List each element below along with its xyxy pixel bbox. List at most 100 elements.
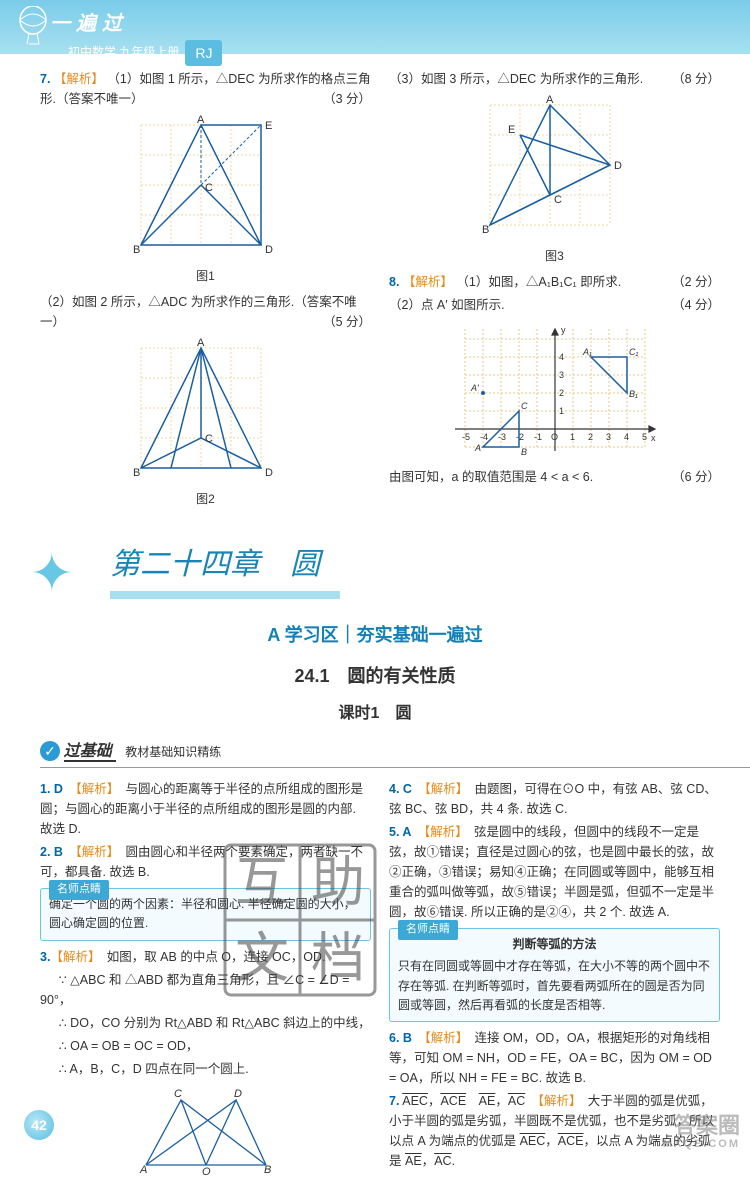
svg-text:A₁: A₁ [582,347,592,357]
svg-text:D: D [614,160,622,172]
edition-badge: RJ [185,40,222,66]
fig3-caption: 图3 [389,247,720,266]
svg-text:O: O [202,1166,211,1175]
svg-text:B₁: B₁ [629,389,638,399]
svg-text:B: B [521,447,527,457]
q7-score1: （3 分） [323,89,371,109]
svg-text:C: C [554,194,562,206]
q8-part2-text: （2）点 A′ 如图所示. [389,298,505,312]
svg-text:D: D [265,467,273,479]
chapter-title: 第二十四章 圆 [110,541,340,599]
lesson-title: 课时1 圆 [0,701,750,727]
watermark-small: MXQE.COM [663,1138,740,1150]
tip1-label: 名师点睛 [49,880,109,900]
svg-text:1: 1 [559,406,564,416]
figure-1: B A E D C 图1 [40,115,371,286]
svg-text:A: A [197,115,205,126]
page-number: 42 [24,1110,54,1140]
tip1-body: 确定一个圆的两个因素：半径和圆心. 半径确定圆的大小，圆心确定圆的位置. [49,895,362,933]
svg-text:B: B [133,244,140,256]
top-left-col: 7. 【解析】 （1）如图 1 所示，△DEC 为所求作的格点三角形.（答案不唯… [40,66,371,515]
chapter-banner: ✦ 第二十四章 圆 [40,533,720,593]
section-a-title: A 学习区｜夯实基础一遍过 [0,621,750,650]
svg-text:E: E [265,120,272,132]
page-header: 一遍过 初中数学 九年级上册 RJ [0,0,750,54]
svg-text:B: B [264,1164,271,1175]
analysis-label: 【解析】 [54,72,104,86]
guo-title: 过基础 [64,743,116,762]
section-number: 24.1 圆的有关性质 [0,662,750,691]
tip2-label: 名师点睛 [398,920,458,940]
q8-label: 8. [389,275,399,289]
subtitle: 初中数学 九年级上册 [68,43,179,62]
q1: 1. D 【解析】 1. D 【解析】 与圆心的距离等于半径的点所组成的图形是圆… [40,779,371,839]
svg-text:A: A [139,1164,147,1175]
q7-part3-text: （3）如图 3 所示，△DEC 为所求作的三角形. [389,72,643,86]
bottom-answers: 1. D 【解析】 1. D 【解析】 与圆心的距离等于半径的点所组成的图形是圆… [0,776,750,1180]
svg-text:4: 4 [559,352,564,362]
q7-label: 7. [40,72,50,86]
svg-text:B: B [482,224,489,236]
svg-text:-4: -4 [480,432,488,442]
svg-text:-2: -2 [516,432,524,442]
svg-text:C: C [521,401,528,411]
small-triangle-figure: A O B C D [40,1085,371,1175]
figure-2: B A D C 图2 [40,338,371,509]
q7-score2: （5 分） [323,312,371,332]
svg-text:-5: -5 [462,432,470,442]
analysis-label-2: 【解析】 [403,275,453,289]
top-right-col: （3）如图 3 所示，△DEC 为所求作的三角形. （8 分） B A D C E [389,66,720,515]
svg-text:C: C [205,182,213,194]
range-text: 由图可知，a 的取值范围是 4 < a < 6. [389,470,593,484]
svg-text:-1: -1 [534,432,542,442]
star-icon: ✦ [30,533,74,616]
svg-text:D: D [234,1088,242,1100]
svg-text:C: C [174,1088,182,1100]
svg-text:5: 5 [642,432,647,442]
q7-part2-text: （2）如图 2 所示，△ADC 为所求作的三角形.（答案不唯一） [40,295,357,329]
svg-text:x: x [651,433,656,443]
q8-part1-text: （1）如图，△A₁B₁C₁ 即所求. [456,275,621,289]
svg-text:2: 2 [588,432,593,442]
svg-text:A: A [546,95,554,106]
tip-box-1: 名师点睛 确定一个圆的两个因素：半径和圆心. 半径确定圆的大小，圆心确定圆的位置… [40,888,371,940]
svg-text:3: 3 [606,432,611,442]
q3-l3: ∴ OA = OB = OC = OD， [40,1036,371,1056]
q3-head: 3.【解析】 如图，取 AB 的中点 O，连接 OC，OD. [40,947,371,967]
check-icon: ✓ [40,741,60,761]
svg-text:A: A [474,443,481,453]
svg-text:O: O [551,432,558,442]
svg-text:E: E [508,124,515,136]
svg-text:-3: -3 [498,432,506,442]
svg-text:B: B [133,467,140,479]
q5: 5. A 【解析】 弦是圆中的线段，但圆中的线段不一定是弦，故①错误；直径是过圆… [389,822,720,922]
svg-text:3: 3 [559,370,564,380]
svg-text:A: A [197,338,205,349]
svg-text:C₁: C₁ [629,347,638,357]
q3-l1: ∵ △ABC 和 △ABD 都为直角三角形，且 ∠C = ∠D = 90°， [40,970,371,1010]
svg-text:A′: A′ [470,383,479,393]
svg-text:1: 1 [570,432,575,442]
q8-score1: （2 分） [672,272,720,292]
q3-l4: ∴ A，B，C，D 四点在同一个圆上. [40,1059,371,1079]
watermark-big: 答案圈 [674,1113,740,1138]
coord-figure: xy O -5-4-3-2-1 12345 1234 ABC A₁B₁C [389,321,720,461]
watermark: 答案圈 MXQE.COM [663,1114,740,1150]
guo-row: ✓ 过基础 教材基础知识精练 [0,739,750,769]
balloon-icon [16,6,50,46]
fig2-caption: 图2 [40,490,371,509]
svg-text:4: 4 [624,432,629,442]
q3-l2: ∴ DO，CO 分别为 Rt△ABD 和 Rt△ABC 斜边上的中线， [40,1013,371,1033]
q7-score3: （8 分） [672,69,720,89]
guo-desc: 教材基础知识精练 [125,745,221,759]
svg-text:D: D [265,244,273,256]
q6: 6. B 【解析】 连接 OM，OD，OA，根据矩形的对角线相等，可知 OM =… [389,1028,720,1088]
figure-3: B A D C E 图3 [389,95,720,266]
top-answers: 7. 【解析】 （1）如图 1 所示，△DEC 为所求作的格点三角形.（答案不唯… [0,54,750,515]
svg-text:2: 2 [559,388,564,398]
bottom-left-col: 1. D 【解析】 1. D 【解析】 与圆心的距离等于半径的点所组成的图形是圆… [40,776,371,1180]
svg-text:C: C [205,433,213,445]
fig1-caption: 图1 [40,267,371,286]
q2: 2. B 【解析】 圆由圆心和半径两个要素确定，两者缺一不可，都具备. 故选 B… [40,842,371,882]
series-title: 一遍过 [50,8,750,40]
